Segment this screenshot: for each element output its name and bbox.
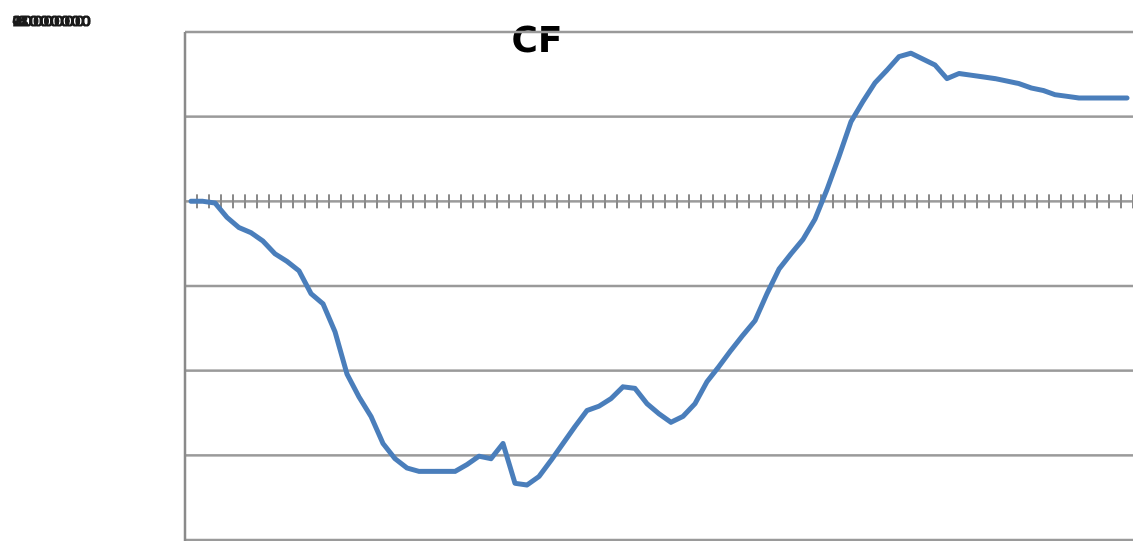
y-tick-label: -3000000 (12, 13, 91, 31)
y-tick-label: -4000000 (12, 13, 91, 31)
data-line (188, 50, 1130, 488)
y-tick-label: -1000000 (12, 13, 91, 31)
y-tick-label: -2000000 (12, 13, 91, 31)
y-tick-label: 2000000 (12, 13, 85, 31)
y-tick-label: 0 (12, 13, 22, 31)
chart-title: CF (511, 20, 562, 61)
y-tick-label: 1000000 (12, 13, 85, 31)
